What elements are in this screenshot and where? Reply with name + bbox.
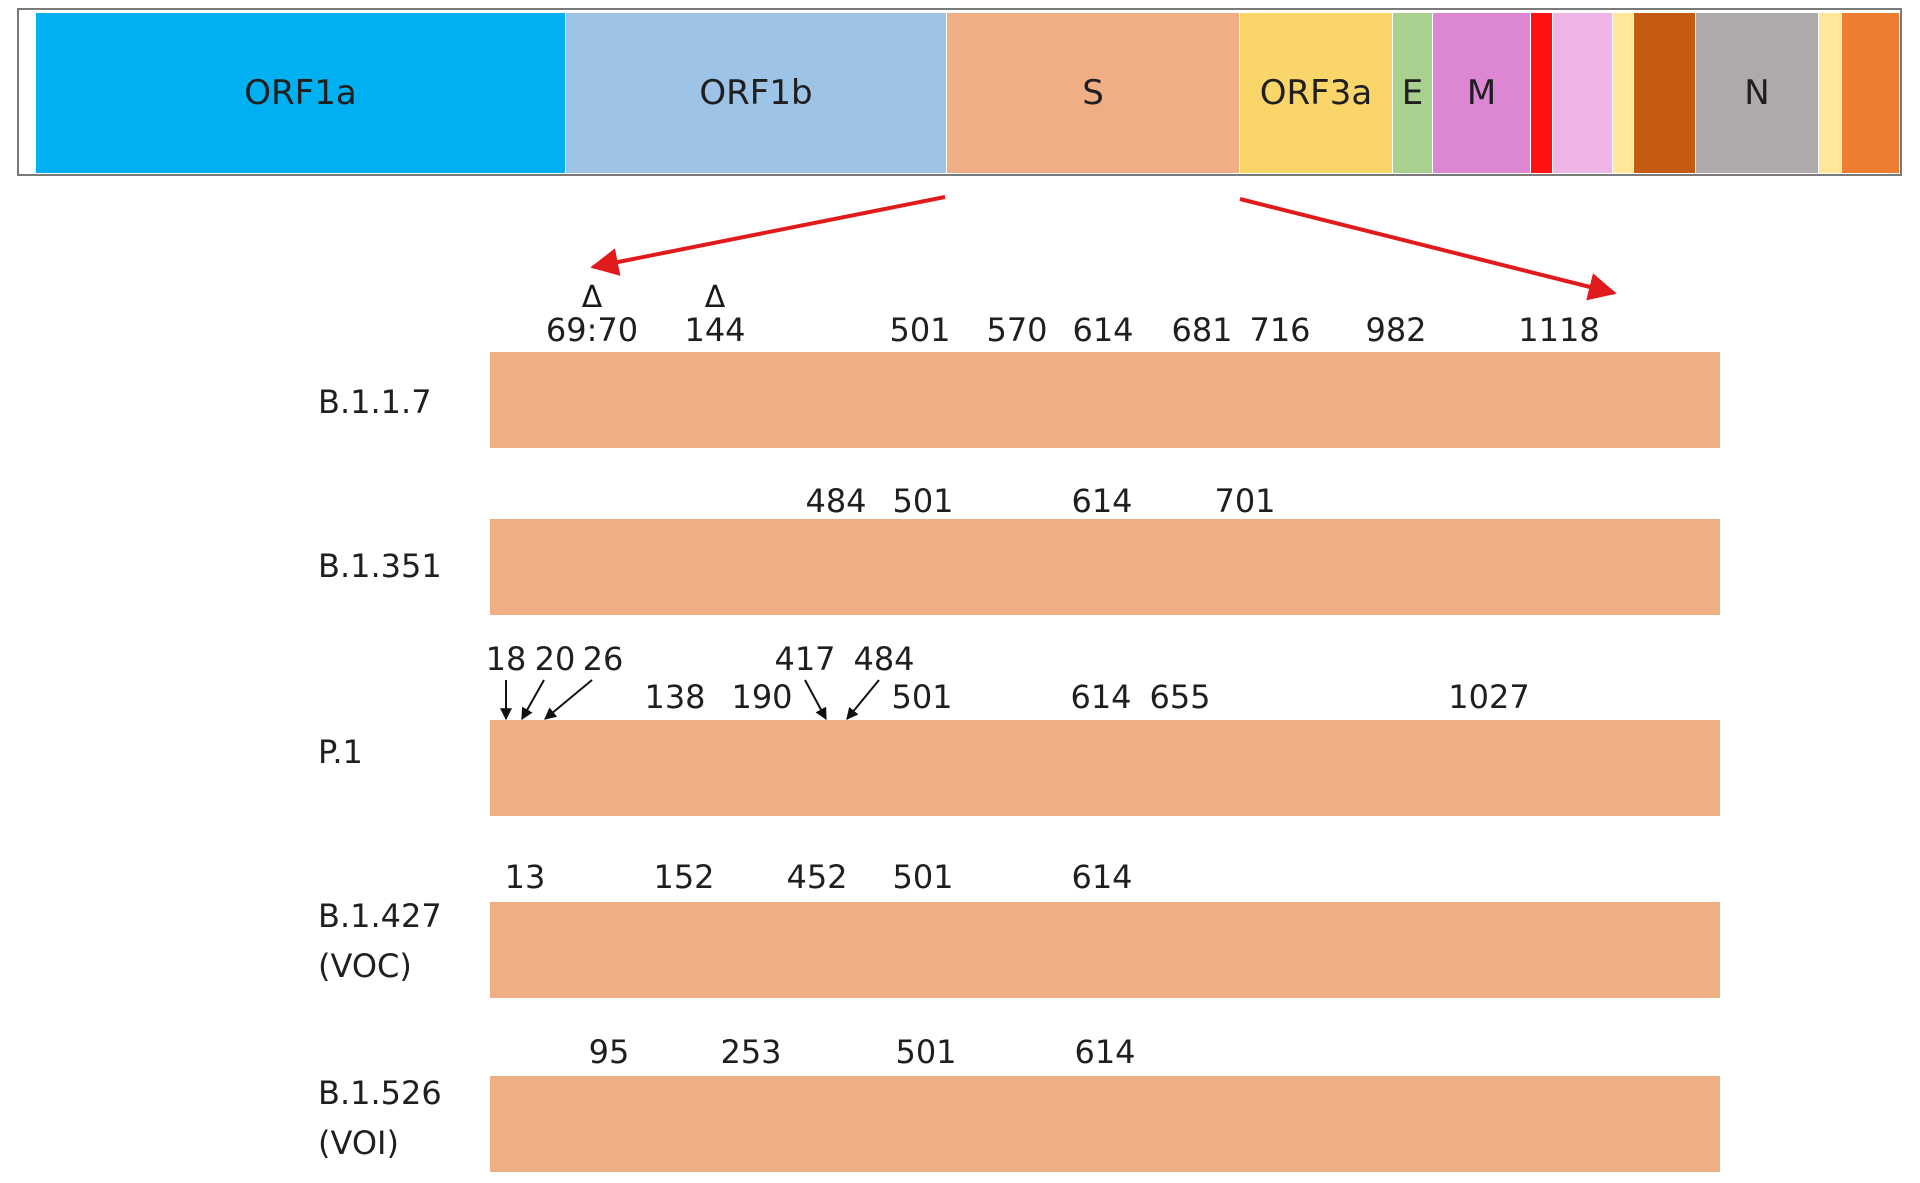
variant-label-p1: P.1 xyxy=(318,733,363,771)
mutation-b117-716: 716 xyxy=(1249,311,1311,349)
spike-bar-b1351 xyxy=(490,519,1720,615)
mutation-p1-614: 614 xyxy=(1070,678,1132,716)
deletion-marker-144: Δ xyxy=(704,280,726,315)
gene-unlabeled-yellow-2 xyxy=(1819,13,1842,173)
gene-unlabeled-pink xyxy=(1553,13,1613,173)
spike-bar-p1 xyxy=(490,720,1720,816)
variant-label-b1427: B.1.427 xyxy=(318,897,442,935)
pointer-arrow-26 xyxy=(544,679,593,720)
mutation-b1526-501: 501 xyxy=(895,1033,957,1071)
mutation-b1427-614: 614 xyxy=(1071,858,1133,896)
mutation-p1-26: 26 xyxy=(582,640,624,678)
mutation-b1427-501: 501 xyxy=(892,858,954,896)
deletion-marker-69-70: Δ xyxy=(581,280,603,315)
gene-orf1b: ORF1b xyxy=(566,13,947,173)
gene-orf3a: ORF3a xyxy=(1240,13,1393,173)
spike-bar-b117 xyxy=(490,352,1720,448)
pointer-arrow-484 xyxy=(846,679,880,720)
variant-label-b117: B.1.1.7 xyxy=(318,383,432,421)
mutation-b1427-13: 13 xyxy=(504,858,546,896)
gene-m: M xyxy=(1433,13,1531,173)
gene-unlabeled-brown xyxy=(1634,13,1696,173)
mutation-p1-417: 417 xyxy=(774,640,836,678)
mutation-p1-1027: 1027 xyxy=(1448,678,1530,716)
zoom-arrow-left xyxy=(590,195,946,276)
mutation-b1351-484: 484 xyxy=(805,482,867,520)
pointer-arrow-20 xyxy=(521,679,545,721)
mutation-p1-190: 190 xyxy=(731,678,793,716)
pointer-arrow-417 xyxy=(804,679,827,721)
gene-unlabeled-yellow xyxy=(1613,13,1634,173)
mutation-b1427-152: 152 xyxy=(653,858,715,896)
spike-bar-b1427 xyxy=(490,902,1720,998)
mutation-p1-18: 18 xyxy=(485,640,527,678)
mutation-b117-144: 144 xyxy=(684,311,746,349)
gene-e: E xyxy=(1393,13,1433,173)
mutation-b117-570: 570 xyxy=(986,311,1048,349)
gene-n: N xyxy=(1696,13,1819,173)
gene-s: S xyxy=(947,13,1240,173)
mutation-b1427-452: 452 xyxy=(786,858,848,896)
mutation-p1-484: 484 xyxy=(853,640,915,678)
variant-label-b1526: B.1.526 xyxy=(318,1074,442,1112)
variant-qualifier-voc: (VOC) xyxy=(318,947,412,985)
mutation-b1526-95: 95 xyxy=(588,1033,630,1071)
gene-unlabeled-red xyxy=(1531,13,1553,173)
mutation-b1526-614: 614 xyxy=(1074,1033,1136,1071)
mutation-b117-69-70: 69:70 xyxy=(545,311,639,349)
mutation-b117-501: 501 xyxy=(889,311,951,349)
mutation-p1-138: 138 xyxy=(644,678,706,716)
mutation-p1-655: 655 xyxy=(1149,678,1211,716)
gene-orf1a: ORF1a xyxy=(36,13,566,173)
gene-unlabeled-orange xyxy=(1842,13,1900,173)
mutation-b117-1118: 1118 xyxy=(1518,311,1600,349)
spike-bar-b1526 xyxy=(490,1076,1720,1172)
mutation-b117-681: 681 xyxy=(1171,311,1233,349)
variant-qualifier-voi: (VOI) xyxy=(318,1124,399,1162)
mutation-b1351-701: 701 xyxy=(1214,482,1276,520)
variant-label-b1351: B.1.351 xyxy=(318,547,442,585)
genome-map: ORF1a ORF1b S ORF3a E M N xyxy=(17,8,1902,176)
mutation-b1351-501: 501 xyxy=(892,482,954,520)
mutation-b1526-253: 253 xyxy=(720,1033,782,1071)
mutation-b117-614: 614 xyxy=(1072,311,1134,349)
mutation-p1-501: 501 xyxy=(891,678,953,716)
mutation-b1351-614: 614 xyxy=(1071,482,1133,520)
mutation-b117-982: 982 xyxy=(1365,311,1427,349)
zoom-arrow-right xyxy=(1239,197,1617,301)
mutation-p1-20: 20 xyxy=(534,640,576,678)
